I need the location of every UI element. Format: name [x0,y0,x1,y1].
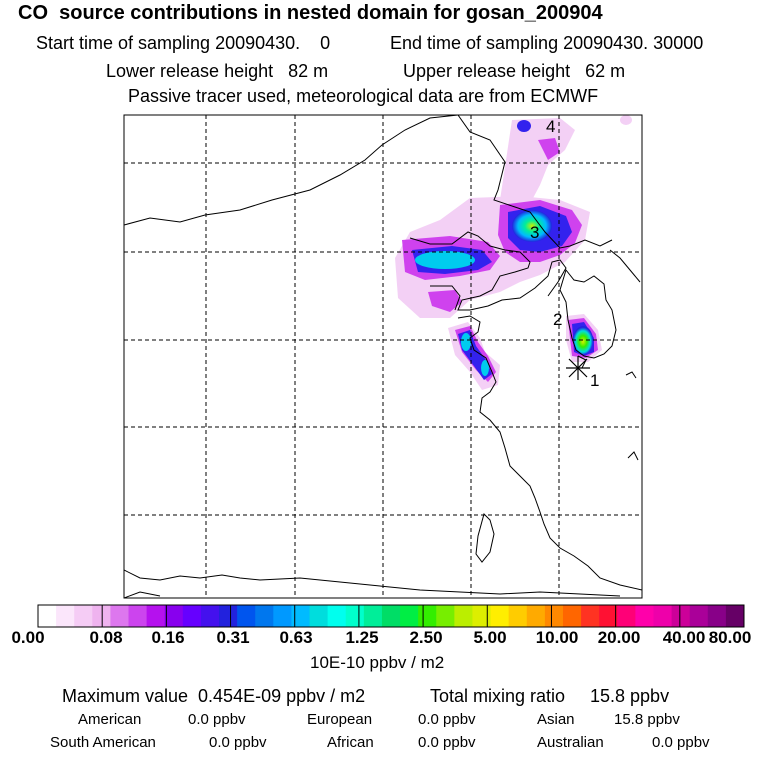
colorbar-tick: 0.16 [151,628,185,647]
colorbar-cell [273,605,292,627]
colorbar-cell [725,605,745,627]
marker-label-1: 1 [590,371,599,390]
colorbar-cell [237,605,256,627]
star-icon [566,356,590,380]
plume-core-jiangsu [481,360,489,376]
marker-label-4: 4 [546,117,555,136]
colorbar-cell [327,605,347,627]
plume-core-west [415,251,475,269]
colorbar-tick: 80.00 [708,628,752,647]
colorbar-cell [38,605,57,627]
colorbar-cell [92,605,111,627]
colorbar-cell [581,605,600,627]
colorbar-cell [617,605,636,627]
colorbar-cell [472,605,492,627]
colorbar-tick: 10.00 [535,628,579,647]
colorbar-tick: 20.00 [597,628,641,647]
colorbar-cell [56,605,75,627]
region-name-european: European [307,711,373,728]
region-value-european: 0.0 ppbv [418,711,476,728]
lower-release-height-label: Lower release height 82 m [106,61,329,81]
passive-tracer-label: Passive tracer used, meteorological data… [128,86,599,106]
start-time-label: Start time of sampling 20090430. 0 [36,33,331,53]
colorbar [37,604,745,628]
colorbar-cell [544,605,564,627]
colorbar-cell [653,605,673,627]
end-time-label: End time of sampling 20090430. 30000 [390,33,704,53]
colorbar-tick: 2.50 [409,628,443,647]
region-value-american: 0.0 ppbv [188,711,246,728]
region-value-asian: 15.8 ppbv [614,711,680,728]
colorbar-tick: 0.31 [216,628,250,647]
colorbar-cell [671,605,691,627]
colorbar-cell [200,605,220,627]
region-value-australian: 0.0 ppbv [652,734,710,751]
colorbar-cell [381,605,401,627]
maximum-value-label: Maximum value 0.454E-09 ppbv / m2 [62,686,366,706]
total-mixing-ratio-value: 15.8 ppbv [590,686,670,706]
region-value-south-american: 0.0 ppbv [209,734,267,751]
colorbar-cell [309,605,329,627]
colorbar-tick: 40.00 [662,628,706,647]
colorbar-cell [291,605,311,627]
colorbar-cell [707,605,727,627]
colorbar-tick: 0.08 [89,628,123,647]
colorbar-tick: 5.00 [473,628,507,647]
colorbar-cell [635,605,654,627]
colorbar-cell [689,605,709,627]
region-name-australian: Australian [537,734,604,751]
marker-label-3: 3 [530,223,539,242]
colorbar-cell [219,605,238,627]
colorbar-cell [110,605,130,627]
colorbar-cell [74,605,93,627]
total-mixing-ratio-label: Total mixing ratio [430,686,566,706]
colorbar-cell [562,605,582,627]
colorbar-cell [599,605,618,627]
colorbar-unit: 10E-10 ppbv / m2 [310,653,445,672]
colorbar-cell [418,605,437,627]
region-name-american: American [78,711,142,728]
plume-core-shandong [461,333,471,351]
map-frame [123,114,643,599]
colorbar-tick: 0.00 [11,628,45,647]
colorbar-cell [345,605,365,627]
colorbar-tick: 0.63 [279,628,313,647]
upper-release-height-label: Upper release height 62 m [403,61,626,81]
marker-label-2: 2 [553,310,562,329]
colorbar-cell [490,605,510,627]
colorbar-cell [128,605,148,627]
colorbar-cell [436,605,455,627]
colorbar-cell [363,605,383,627]
colorbar-cell [454,605,473,627]
coastlines [124,115,642,598]
colorbar-cell [526,605,546,627]
plume-core-3 [512,210,552,242]
figure-title: CO source contributions in nested domain… [18,2,603,24]
colorbar-cell [146,605,166,627]
colorbar-cell [400,605,419,627]
colorbar-cell [255,605,274,627]
region-name-asian: Asian [537,711,575,728]
region-name-south-american: South American [50,734,156,751]
region-name-african: African [327,734,374,751]
colorbar-cell [508,605,528,627]
graticule [124,115,642,598]
colorbar-cell [182,605,202,627]
region-value-african: 0.0 ppbv [418,734,476,751]
colorbar-cell [164,605,184,627]
colorbar-tick: 1.25 [345,628,379,647]
